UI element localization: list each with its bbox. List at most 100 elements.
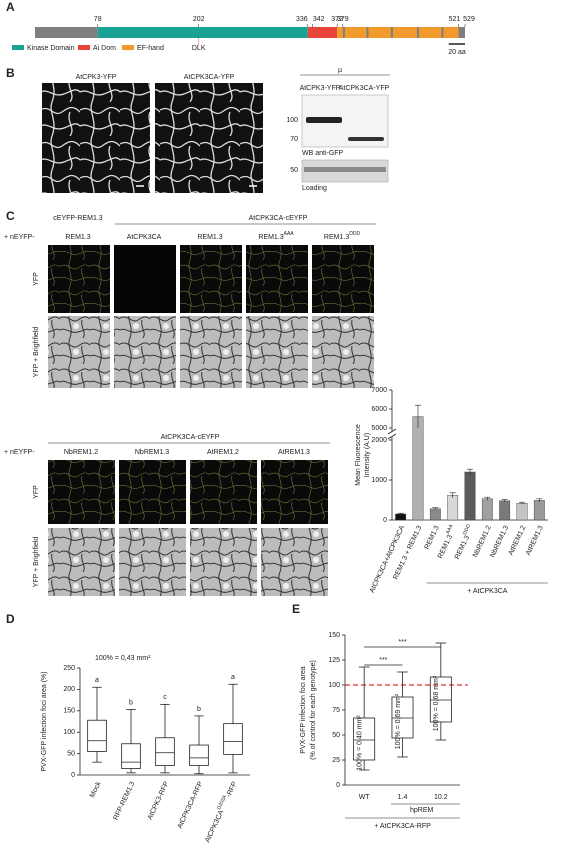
lane-label: AtCPK3-YFP: [300, 85, 341, 92]
position-label: 342: [313, 16, 325, 23]
ef-stripe: [342, 27, 345, 38]
y-tick-label: 7000: [371, 387, 387, 394]
micrograph: [114, 316, 176, 388]
x-tick-label: 10.2: [434, 794, 448, 801]
group-letter: a: [231, 674, 235, 681]
column-label: AtREM1.2: [207, 449, 239, 456]
column-label: REM1.3AAA: [258, 231, 294, 241]
blot-band: [304, 167, 386, 172]
scale-label: 20 aa: [448, 49, 466, 56]
bar: [481, 498, 493, 521]
legend-label: Ai Dom: [93, 45, 116, 52]
blot-label: Loading: [302, 185, 327, 192]
x-tick-label: Mock: [89, 780, 103, 799]
column-label-part: DDD: [349, 231, 360, 237]
column-header: AtCPK3CA-cEYFP: [249, 215, 308, 222]
column-label-part: REM1.3: [324, 234, 349, 241]
significance-label: ***: [379, 657, 387, 664]
column-label-part: AAA: [284, 231, 295, 237]
y-tick-label: 25: [332, 757, 340, 764]
column-label: AtCPK3CA: [127, 234, 162, 241]
position-label: 202: [193, 16, 205, 23]
domain-segment: [458, 27, 465, 38]
y-tick-label: 125: [328, 657, 340, 664]
column-label: NbREM1.3: [135, 449, 169, 456]
position-label: 379: [337, 16, 349, 23]
blot-label: WB anti-GFP: [302, 150, 344, 157]
panel-label: E: [292, 602, 300, 616]
domain-segment: [307, 27, 338, 38]
box: [155, 737, 175, 766]
column-label: REM1.3: [65, 234, 90, 241]
micrograph: [261, 528, 328, 596]
row-prefix: + nEYFP-: [4, 449, 35, 456]
bar: [464, 471, 476, 521]
legend-swatch: [78, 45, 90, 50]
marker-label: 70: [290, 136, 298, 143]
y-tick-label: 75: [332, 707, 340, 714]
y-tick-label: 150: [328, 632, 340, 639]
y-axis-label: PVX-GFP infection foci area: [300, 666, 307, 754]
box: [223, 723, 243, 755]
group-letter: b: [197, 706, 201, 713]
blot-band: [306, 117, 342, 123]
y-axis-label: (% of control for each genotype): [310, 660, 317, 760]
y-tick-label: 100: [63, 729, 75, 736]
micrograph: [48, 528, 115, 596]
y-tick-label: 5000: [371, 425, 387, 432]
x-tick-label: REM1.3: [424, 525, 441, 551]
box: [87, 719, 107, 752]
y-axis-label: Mean Fluorescence: [355, 424, 362, 486]
legend-label: Kinase Domain: [27, 45, 75, 52]
domain-segment: [35, 27, 98, 38]
chart-subtitle: 100% = 0,43 mm²: [95, 655, 151, 662]
box: [121, 743, 141, 769]
column-label: NbREM1.2: [64, 449, 98, 456]
micrograph: [261, 460, 328, 524]
box-label: 100% = 0,40 mm²: [356, 715, 363, 771]
y-tick-label: 200: [63, 686, 75, 693]
x-tick-label-part: REM1.3: [437, 534, 454, 560]
x-tick-label-part: REM1.3: [454, 534, 471, 560]
micrograph: [190, 460, 257, 524]
column-label: AtREM1.3: [278, 449, 310, 456]
axis-break: [387, 428, 397, 435]
box-label: 100% = 0,68 mm²: [433, 675, 440, 731]
panel-label: B: [6, 66, 15, 80]
row-label: YFP + Brighfield: [33, 327, 40, 378]
x-tick-label: AtCPK3-RFP: [147, 780, 171, 821]
y-tick-label: 0: [383, 517, 387, 524]
y-axis-label: PVX-GFP infection foci area (%): [41, 671, 48, 771]
bar: [395, 513, 407, 521]
micrograph: [48, 460, 115, 524]
micrograph: [180, 245, 242, 313]
micrograph: [190, 528, 257, 596]
micrograph: [119, 528, 186, 596]
bar: [429, 508, 441, 521]
row-prefix: + nEYFP-: [4, 234, 35, 241]
legend-swatch: [12, 45, 24, 50]
micrograph: [119, 460, 186, 524]
image-title: AtCPK3-YFP: [76, 74, 117, 81]
x-tick-label: RFP-REM1.3: [113, 781, 137, 822]
domain-segment: [97, 27, 308, 38]
group-label: + AtCPK3CA: [467, 588, 508, 595]
x-tick-label: AtREM1.2: [508, 525, 528, 557]
domain-segment: [337, 27, 459, 38]
row-label: YFP + Brighfield: [33, 537, 40, 588]
ef-stripe: [390, 27, 393, 38]
marker-label: 50: [290, 167, 298, 174]
x-tick-label-part: AAA: [445, 523, 455, 535]
x-tick-label: WT: [359, 794, 371, 801]
y-tick-label: 2000: [371, 437, 387, 444]
ef-stripe: [366, 27, 369, 38]
axis-break: [387, 433, 397, 440]
micrograph: [42, 83, 150, 193]
panel-label: D: [6, 612, 15, 626]
y-tick-label: 0: [71, 772, 75, 779]
y-tick-label: 6000: [371, 406, 387, 413]
marker-label: 100: [286, 117, 298, 124]
group-letter: a: [95, 677, 99, 684]
box: [353, 717, 376, 761]
x-tick-label-part: -RFP: [225, 780, 238, 798]
